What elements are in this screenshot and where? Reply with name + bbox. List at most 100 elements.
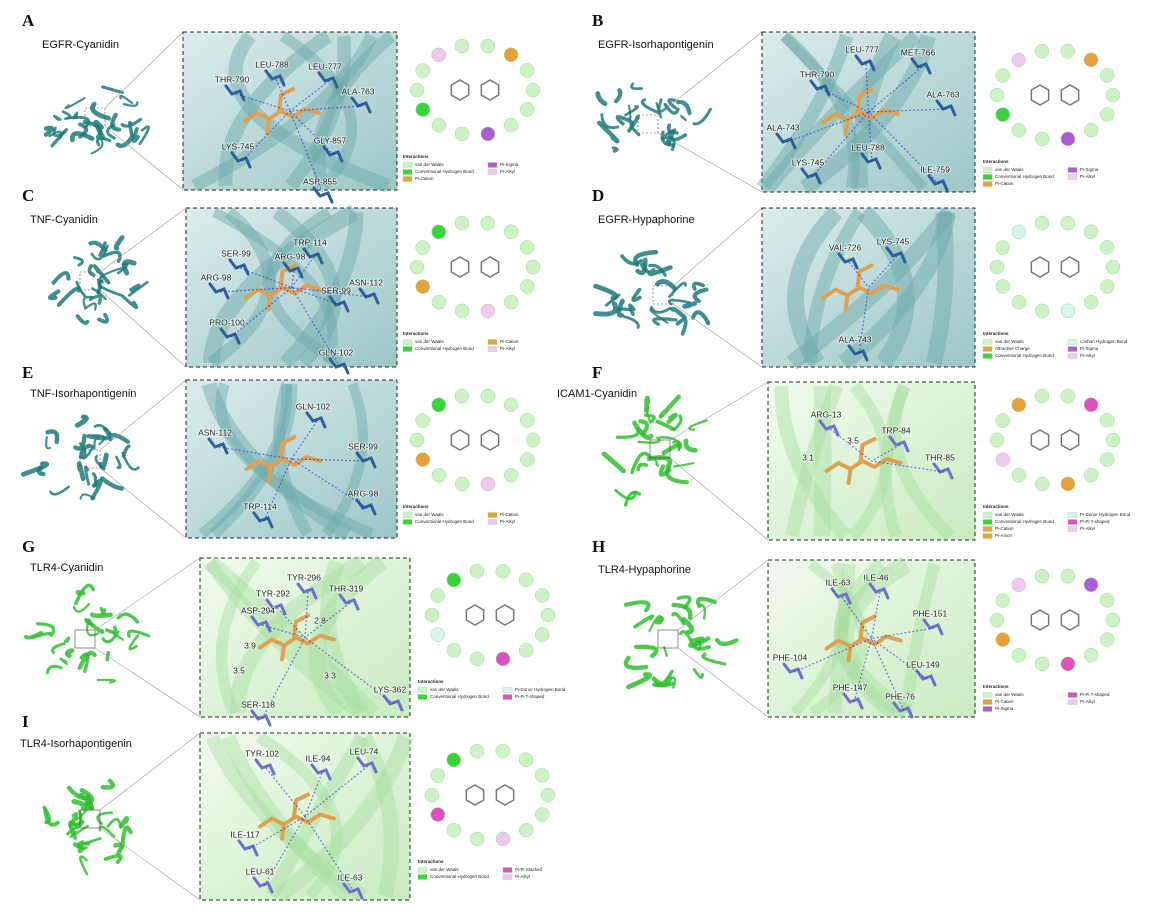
- legend-swatch: [982, 533, 993, 539]
- protein-ribbon: [73, 433, 87, 451]
- connector: [99, 827, 201, 901]
- legend-swatch: [487, 162, 498, 168]
- h-bond: [241, 110, 291, 162]
- ribbon-bg: [925, 211, 954, 365]
- residue-label: ASP-294: [241, 605, 275, 615]
- legend-label: Conventional Hydrogen Bond: [415, 169, 474, 174]
- ribbon-bg: [827, 563, 856, 714]
- legend-label: van der Waals: [430, 867, 459, 872]
- legend-label: Pi-Alkyl: [500, 346, 515, 351]
- ribbon-bg: [215, 382, 375, 540]
- h-bond: [291, 286, 341, 306]
- ribbon-bg: [774, 385, 851, 541]
- protein-ribbon: [87, 263, 96, 278]
- protein-ribbon: [595, 91, 608, 107]
- h-bond: [820, 88, 869, 113]
- protein-ribbon: [84, 302, 97, 311]
- residue-label: ALA-763: [341, 86, 374, 96]
- connector: [94, 647, 201, 718]
- protein-ribbon: [76, 846, 88, 850]
- panel-letter: A: [22, 11, 35, 30]
- residue-bubble: [1011, 294, 1027, 310]
- h-bond: [868, 255, 898, 288]
- ribbon-bg: [274, 734, 414, 903]
- ribbon-bg: [215, 558, 262, 716]
- legend-swatch: [417, 874, 428, 880]
- protein-ribbon: [613, 88, 623, 104]
- residue-label: SER-118: [241, 699, 275, 709]
- protein-ribbon: [633, 614, 655, 629]
- protein-ribbon: [630, 451, 653, 475]
- residue-label: 3.1: [802, 452, 814, 462]
- h-bond: [218, 446, 292, 460]
- protein-ribbon: [692, 107, 712, 126]
- legend-label: Pi-Alkyl: [1080, 699, 1095, 704]
- residue-bubble: [409, 259, 425, 275]
- protein-ribbon: [110, 112, 122, 132]
- residue-label: LYS-362: [374, 684, 407, 694]
- residue-stick: [935, 99, 957, 117]
- residue-label: 3.5: [847, 435, 859, 445]
- protein-ribbon: [78, 122, 89, 139]
- residue-label: LEU-74: [350, 746, 379, 756]
- residue-bubble: [469, 563, 485, 579]
- legend-swatch: [417, 687, 428, 693]
- legend-swatch: [982, 353, 993, 359]
- residue-bubble: [431, 467, 447, 483]
- ribbon-bg: [838, 210, 956, 370]
- residue-label: LEU-777: [308, 61, 342, 71]
- residue-bubble: [503, 294, 519, 310]
- legend-label: Pi-Alkyl: [500, 519, 515, 524]
- protein-ribbon: [66, 785, 92, 801]
- residue-stick: [250, 615, 272, 633]
- residue-stick: [350, 96, 372, 114]
- residue-bubble: [480, 38, 496, 54]
- legend-label: Pi-Cation: [995, 699, 1014, 704]
- legend-title: Interactions: [403, 331, 429, 336]
- protein-ribbon: [90, 434, 106, 446]
- legend-label: Conventional Hydrogen Bond: [995, 174, 1054, 179]
- residue-bubble: [519, 63, 535, 78]
- ligand-marker: [637, 114, 659, 134]
- legend-label: Pi-Cation: [995, 181, 1014, 186]
- residue-bubble: [431, 47, 446, 63]
- residue-label: TRP-114: [243, 501, 277, 511]
- residue-bubble: [424, 787, 440, 803]
- protein-ribbon: [624, 104, 640, 117]
- ribbon-bg: [785, 383, 844, 538]
- residue-label: MET-766: [901, 47, 936, 57]
- residue-bubble: [1105, 259, 1121, 275]
- residue-bubble: [520, 279, 535, 294]
- residue-stick: [322, 145, 344, 163]
- h-bond: [263, 458, 293, 522]
- residue-stick: [310, 763, 332, 781]
- panel: F ICAM1-Cyanidin ARG-13 3.5 TRP-84 3.1 THR-85 I…: [557, 363, 1131, 541]
- protein-ribbon: [601, 451, 626, 474]
- legend-swatch: [487, 339, 498, 345]
- h-bond: [871, 444, 901, 462]
- residue-bubble: [1011, 52, 1026, 68]
- protein-ribbon: [648, 614, 663, 633]
- residue-bubble: [995, 593, 1010, 608]
- protein-ribbon: [626, 672, 652, 690]
- residue-label: 3.5: [233, 665, 245, 675]
- protein-ribbon: [678, 630, 693, 643]
- panel-letter: I: [22, 712, 29, 731]
- legend-swatch: [402, 346, 413, 352]
- residue-bubble: [480, 126, 496, 142]
- residue-label: ILE-46: [863, 572, 888, 582]
- connector: [99, 467, 187, 539]
- panel-title: TLR4-Isorhapontigenin: [20, 738, 132, 750]
- legend-label: Pi-Pi Stacked: [515, 867, 543, 872]
- h-bond: [304, 765, 369, 817]
- legend-label: Conventional Hydrogen Bond: [430, 694, 489, 699]
- residue-bubble: [446, 572, 461, 588]
- ligand-marker: [79, 271, 101, 291]
- residue-bubble: [430, 627, 446, 642]
- h-bond: [304, 591, 309, 638]
- legend-swatch: [982, 512, 993, 518]
- legend-label: van der Waals: [415, 512, 444, 517]
- residue-label: LEU-149: [906, 659, 940, 669]
- ligand-ring: [1030, 609, 1050, 631]
- ligand-ring: [450, 429, 470, 451]
